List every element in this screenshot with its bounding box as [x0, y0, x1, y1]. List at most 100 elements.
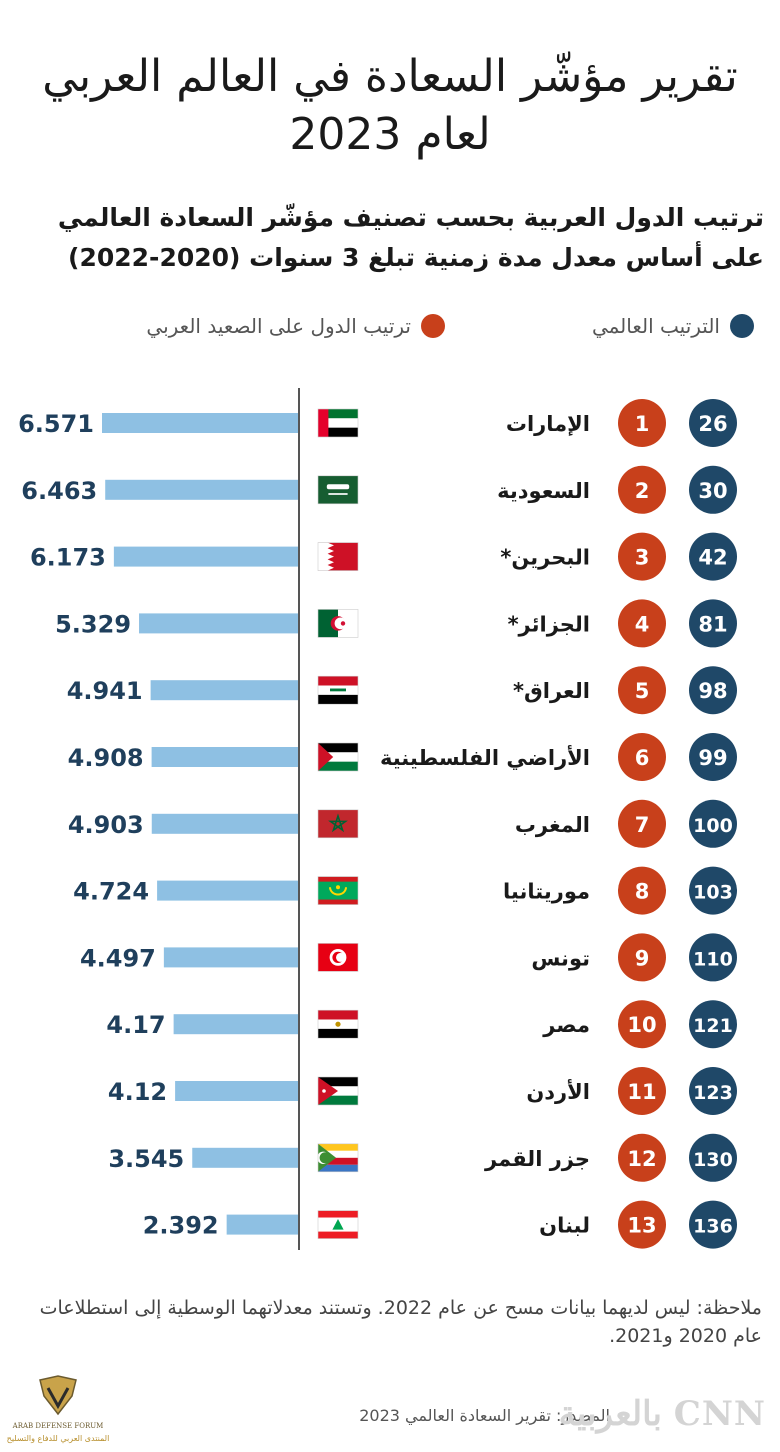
- country-name: الأردن: [526, 1078, 590, 1104]
- flag-border: [317, 675, 359, 705]
- bar-value-label: 3.545: [108, 1145, 184, 1173]
- world-rank-circle: [689, 465, 737, 514]
- forum-emblem-icon: [39, 1375, 77, 1416]
- bar-value-label: 4.497: [80, 944, 156, 972]
- flag-border: [317, 542, 359, 571]
- bar: [157, 880, 298, 901]
- arab-rank-value: 9: [635, 946, 650, 970]
- flag-part: [338, 609, 358, 638]
- country-name: العراق*: [513, 679, 590, 703]
- flag-part: [322, 1089, 326, 1093]
- world-rank-circle: [689, 532, 737, 581]
- flag-part: [329, 887, 347, 896]
- country-name: جزر القمر: [484, 1147, 590, 1171]
- chart-row: 4.12 الأردن 11 123: [108, 1067, 737, 1115]
- flag-border: [317, 609, 359, 638]
- world-rank-circle: [689, 866, 737, 915]
- country-flag-icon: [317, 1009, 359, 1039]
- arab-rank-dot-icon: [421, 314, 445, 338]
- arab-rank-value: 12: [627, 1147, 656, 1171]
- chart-row: 6.173 البحرين* 3 42: [30, 532, 737, 581]
- bar-value-label: 5.329: [55, 610, 131, 638]
- arab-rank-value: 5: [635, 679, 650, 703]
- flag-part: [328, 493, 348, 495]
- flag-part: [318, 694, 358, 705]
- country-name: الإمارات: [506, 412, 590, 436]
- flag-part: [318, 1028, 358, 1039]
- flag-part: [328, 813, 348, 833]
- legend-arab-rank: ترتيب الدول على الصعيد العربي: [146, 308, 445, 344]
- flag-part: [330, 688, 346, 692]
- flag-part: [318, 1086, 358, 1096]
- chart-row: 6.571 الإمارات 1 26: [18, 399, 737, 447]
- bar: [192, 1147, 298, 1168]
- cnn-arabic-logo: بالعربية CNN: [558, 1394, 766, 1434]
- bar: [175, 1081, 298, 1101]
- chart-row: 4.17 مصر 10 121: [106, 1000, 737, 1049]
- world-rank-value: 121: [693, 1015, 733, 1037]
- legend-world-rank: الترتيب العالمي: [592, 308, 754, 344]
- flag-border: [317, 1009, 359, 1039]
- bar: [173, 1014, 298, 1035]
- country-flag-icon: [317, 1143, 359, 1173]
- flag-border: [317, 876, 359, 905]
- flag-part: [318, 743, 358, 753]
- arab-rank-value: 8: [635, 880, 650, 904]
- flag-part: [318, 542, 334, 571]
- arab-rank-value: 2: [635, 479, 650, 503]
- world-rank-value: 99: [698, 746, 727, 770]
- country-name: السعودية: [497, 479, 590, 503]
- arab-rank-circle: [618, 933, 666, 982]
- chart-axis-line: [298, 388, 300, 1250]
- flag-part: [318, 752, 358, 762]
- flag-border: [317, 809, 359, 839]
- bar-chart: 6.571 الإمارات 1 266.463 السعودية 2 306.173 الب…: [18, 399, 737, 1249]
- bar: [150, 680, 298, 701]
- country-name: الجزائر*: [508, 612, 590, 636]
- country-flag-icon: [317, 675, 359, 705]
- flag-part: [318, 876, 358, 882]
- country-flag-icon: [317, 943, 359, 972]
- bar: [163, 947, 298, 968]
- bar-value-label: 6.173: [30, 544, 106, 572]
- chart-row: 4.903 المغرب 7 100: [68, 799, 737, 848]
- arab-rank-circle: [618, 666, 666, 715]
- forum-subname: المنتدى العربي للدفاع والتسليح: [6, 1434, 110, 1443]
- country-name: مصر: [542, 1013, 590, 1037]
- forum-watermark: ARAB DEFENSE FORUM المنتدى العربي للدفاع…: [2, 1372, 114, 1450]
- arab-rank-circle: [618, 1200, 666, 1249]
- flag-part: [318, 743, 334, 771]
- bar: [113, 546, 299, 567]
- world-rank-circle: [689, 1200, 737, 1249]
- flag-part: [318, 1150, 358, 1158]
- flag-part: [326, 484, 350, 490]
- world-rank-circle: [689, 1067, 737, 1115]
- flag-part: [318, 1095, 358, 1105]
- arab-rank-circle: [618, 599, 666, 648]
- world-rank-circle: [689, 1000, 737, 1049]
- country-name: البحرين*: [500, 546, 590, 570]
- bar: [139, 613, 298, 634]
- flag-part: [319, 1152, 331, 1164]
- flag-part: [318, 676, 358, 686]
- flag-part: [318, 1077, 358, 1087]
- flag-border: [317, 1210, 359, 1239]
- chart-row: 4.497 تونس 9 110: [80, 933, 737, 982]
- world-rank-dot-icon: [730, 314, 754, 338]
- country-name: موريتانيا: [503, 880, 590, 904]
- bar: [102, 413, 298, 433]
- country-flag-icon: [317, 876, 359, 905]
- flag-part: [318, 418, 358, 428]
- arab-rank-value: 7: [635, 813, 650, 837]
- flag-part: [318, 409, 358, 419]
- arab-rank-circle: [618, 465, 666, 514]
- world-rank-value: 26: [698, 412, 727, 436]
- flag-part: [318, 1010, 358, 1020]
- forum-name: ARAB DEFENSE FORUM: [12, 1422, 104, 1430]
- chart-row: 2.392 لبنان 13 136: [143, 1200, 737, 1249]
- chart-row: 6.463 السعودية 2 30: [21, 465, 737, 514]
- flag-part: [318, 1231, 358, 1239]
- flag-border: [317, 742, 359, 772]
- flag-part: [340, 621, 346, 626]
- bar-value-label: 4.12: [108, 1078, 167, 1106]
